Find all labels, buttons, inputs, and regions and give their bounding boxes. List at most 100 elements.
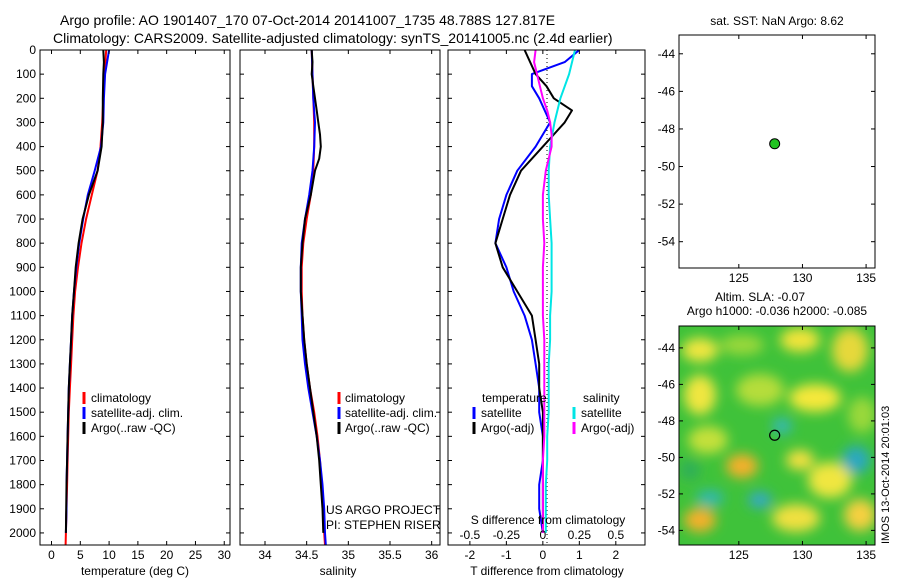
lat-tick-label: -50 (658, 160, 676, 174)
series-line-argo-raw-qc (299, 50, 325, 533)
legend-label-s-satellite: satellite (581, 406, 622, 420)
legend-title-temperature: temperature (482, 391, 547, 405)
series-line-temperature-argo-adj (494, 50, 573, 533)
depth-tick-label: 2000 (9, 526, 36, 540)
difference-axes-frame (447, 49, 646, 546)
depth-tick-label: 1500 (9, 405, 36, 419)
sla-map-frame (678, 325, 876, 546)
sst-map-title: sat. SST: NaN Argo: 8.62 (710, 14, 844, 28)
depth-tick-label: 0 (29, 43, 36, 57)
argo-float-marker (769, 429, 781, 441)
legend-title-salinity: salinity (583, 391, 620, 405)
legend-label-s-argo: Argo(-adj) (581, 421, 634, 435)
x-tick-label: 1 (576, 548, 583, 562)
series-line-salinity-argo-adj (533, 50, 553, 533)
legend-label-argo: Argo(..raw -QC) (345, 421, 430, 435)
depth-tick-label: 200 (16, 91, 36, 105)
lon-tick-label: 135 (856, 548, 876, 562)
x-tick-label: 20 (160, 548, 174, 562)
depth-tick-label: 1000 (9, 284, 36, 298)
s-axis-tick-label: 0 (540, 528, 547, 542)
depth-tick-label: 600 (16, 188, 36, 202)
legend-label-satellite-clim: satellite-adj. clim. (91, 406, 183, 420)
depth-tick-label: 1400 (9, 381, 36, 395)
difference-legend: temperature satellite Argo(-adj) salinit… (472, 391, 634, 435)
sst-map-panel: sat. SST: NaN Argo: 8.62 125 130 135 -44 -46… (658, 14, 877, 285)
x-tick-label: 10 (102, 548, 116, 562)
s-axis-tick-label: -0.25 (493, 528, 521, 542)
difference-panel: -2 -1 0 1 2 -0.5 -0.25 0 0.25 0.5 S difference f… (447, 49, 646, 578)
depth-tick-label: 1900 (9, 502, 36, 516)
temperature-panel: 0100200300400500600700800900100011001200… (9, 43, 231, 578)
lat-tick-label: -46 (658, 377, 676, 391)
lat-tick-label: -52 (658, 197, 676, 211)
legend-label-t-argo: Argo(-adj) (481, 421, 534, 435)
lat-tick-label: -48 (658, 414, 676, 428)
sla-map-subtitle: Argo h1000: -0.036 h2000: -0.085 (687, 304, 867, 318)
x-tick-label: 34.5 (295, 548, 319, 562)
s-axis-tick-label: 0.25 (568, 528, 592, 542)
depth-tick-label: 100 (16, 67, 36, 81)
series-line-climatology (64, 50, 108, 545)
x-tick-label: 35.5 (378, 548, 402, 562)
lat-tick-label: -48 (658, 122, 676, 136)
lat-tick-label: -54 (658, 523, 676, 537)
x-tick-label: 30 (218, 548, 232, 562)
x-tick-label: 25 (189, 548, 203, 562)
depth-tick-label: 1800 (9, 478, 36, 492)
depth-tick-label: 800 (16, 236, 36, 250)
depth-tick-label: 300 (16, 115, 36, 129)
series-line-argo-raw-qc (64, 50, 105, 533)
depth-tick-label: 1300 (9, 357, 36, 371)
x-tick-label: 36 (425, 548, 439, 562)
x-tick-label: 15 (131, 548, 145, 562)
t-difference-xlabel: T difference from climatology (470, 564, 624, 578)
depth-tick-label: 900 (16, 260, 36, 274)
header-title: Argo profile: AO 1901407_170 07-Oct-2014… (60, 12, 555, 28)
s-difference-label: S difference from climatology (471, 513, 626, 527)
lon-tick-label: 130 (792, 271, 812, 285)
depth-tick-label: 1600 (9, 429, 36, 443)
lon-tick-label: 125 (729, 548, 749, 562)
salinity-panel: 34 34.5 35 35.5 36 salinity climatology sate… (239, 49, 441, 578)
depth-tick-label: 500 (16, 164, 36, 178)
legend-label-climatology: climatology (345, 391, 405, 405)
sla-map-panel: Altim. SLA: -0.07 Argo h1000: -0.036 h20… (658, 290, 892, 562)
header-subtitle: Climatology: CARS2009. Satellite-adjuste… (53, 30, 613, 46)
sst-map-frame (678, 34, 876, 269)
lat-tick-label: -52 (658, 487, 676, 501)
legend-label-argo: Argo(..raw -QC) (91, 421, 176, 435)
x-tick-label: 2 (612, 548, 619, 562)
x-tick-label: 0 (540, 548, 547, 562)
lon-tick-label: 125 (729, 271, 749, 285)
lon-tick-label: 130 (792, 548, 812, 562)
lat-tick-label: -44 (658, 47, 676, 61)
lat-tick-label: -44 (658, 341, 676, 355)
depth-tick-label: 1100 (10, 309, 36, 323)
lat-tick-label: -46 (658, 84, 676, 98)
lat-tick-label: -50 (658, 450, 676, 464)
legend-label-t-satellite: satellite (481, 406, 522, 420)
salinity-axes-frame (239, 49, 441, 546)
temperature-axes-frame (39, 49, 231, 546)
legend-label-climatology: climatology (91, 391, 151, 405)
x-tick-label: -1 (501, 548, 512, 562)
lon-tick-label: 135 (856, 271, 876, 285)
salinity-legend: climatology satellite-adj. clim. Argo(..… (337, 391, 437, 435)
s-axis-tick-label: 0.5 (607, 528, 624, 542)
temperature-xlabel: temperature (deg C) (81, 564, 189, 578)
temperature-legend: climatology satellite-adj. clim. Argo(..… (82, 391, 183, 435)
sla-map-title: Altim. SLA: -0.07 (715, 290, 805, 304)
series-line-salinity-satellite (544, 50, 576, 533)
depth-tick-label: 700 (16, 212, 36, 226)
depth-tick-label: 400 (16, 140, 36, 154)
depth-tick-label: 1700 (9, 453, 36, 467)
x-tick-label: 0 (48, 548, 55, 562)
pi-annotation: PI: STEPHEN RISER (326, 518, 441, 532)
s-axis-tick-label: -0.5 (460, 528, 481, 542)
x-tick-label: 34 (258, 548, 272, 562)
series-line-temperature-satellite (494, 50, 580, 534)
legend-label-satellite-clim: satellite-adj. clim. (345, 406, 437, 420)
depth-tick-label: 1200 (9, 333, 36, 347)
